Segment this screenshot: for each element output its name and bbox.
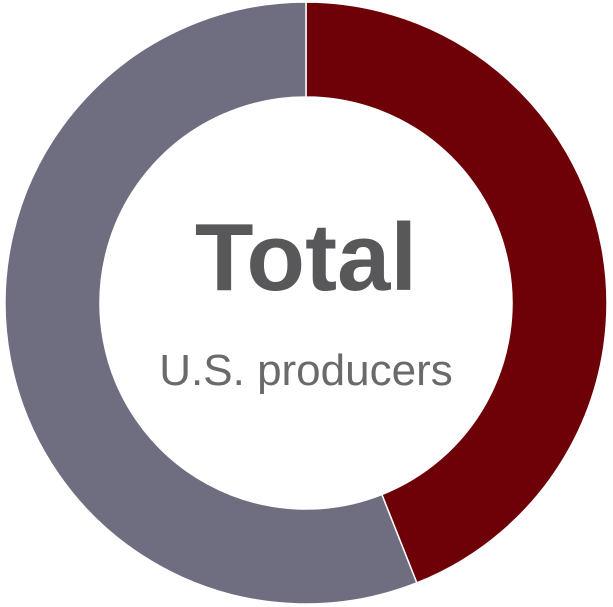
chart-subtitle: U.S. producers — [159, 346, 452, 395]
chart-title: Total — [195, 204, 417, 311]
donut-segment — [4, 1, 418, 605]
donut-segment — [305, 1, 608, 584]
segments — [4, 1, 608, 605]
